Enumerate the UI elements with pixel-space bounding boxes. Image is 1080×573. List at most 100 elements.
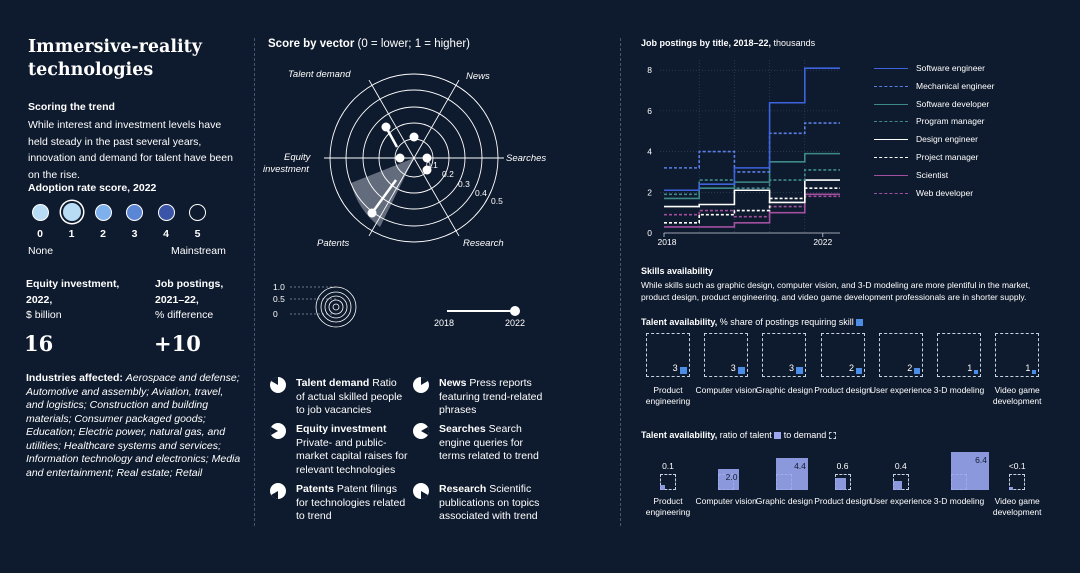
- adoption-dot: [189, 203, 206, 221]
- ratio-category-label: Graphic design: [755, 496, 813, 506]
- job-series-line: [664, 152, 840, 200]
- ratio-category-label: Product design: [814, 496, 871, 506]
- job-chart-title-rest: thousands: [771, 38, 816, 48]
- radar-ring-label: 0.2: [442, 169, 454, 179]
- vector-description: Talent demand Ratio of actual skilled pe…: [296, 377, 408, 418]
- ratio-demand-box: [660, 474, 676, 490]
- share-category-label: User experience: [869, 385, 932, 395]
- adoption-dot: [31, 203, 49, 221]
- job-legend-swatch: [874, 121, 908, 123]
- job-legend-swatch: [874, 139, 908, 141]
- share-value: 3: [730, 363, 736, 373]
- adoption-high-label: Mainstream: [171, 245, 226, 257]
- adoption-score-label: 1: [68, 228, 75, 240]
- year-slider-track[interactable]: [447, 310, 515, 312]
- equity-label: Equity investment, 2022,: [26, 278, 120, 306]
- vector-desc: Press reports featuring trend-related ph…: [439, 377, 543, 416]
- job-legend-label: Software developer: [916, 98, 990, 109]
- radar-axis-patents: Patents: [317, 238, 349, 249]
- ratio-title-rest1: ratio of talent: [717, 430, 772, 440]
- adoption-dot: [94, 203, 112, 221]
- scale-tick: 0.5: [273, 294, 285, 304]
- adoption-low-label: None: [28, 245, 54, 257]
- scale-tick: 0: [273, 309, 278, 319]
- ratio-talent-box: [892, 480, 903, 490]
- job-series-line: [664, 187, 840, 224]
- share-box: 3: [762, 333, 807, 377]
- share-value: 1: [1025, 363, 1031, 373]
- vector-pie-icon: [270, 377, 286, 393]
- share-category-label: Graphic design: [755, 385, 813, 395]
- share-box: 2: [878, 333, 923, 377]
- job-legend-label: Design engineer: [916, 134, 978, 145]
- share-value: 3: [788, 363, 794, 373]
- job-x-tick: 2022: [813, 237, 832, 247]
- ratio-category-label: User experience: [869, 496, 932, 506]
- page-title: Immersive-reality technologies: [28, 37, 202, 80]
- skills-body: While skills such as graphic design, com…: [641, 280, 1031, 302]
- skills-heading: Skills availability: [641, 266, 714, 276]
- radar-vector-point: [422, 165, 432, 175]
- share-bar: [796, 366, 804, 374]
- vector-pie-icon: [413, 423, 429, 439]
- vector-desc: Scientific publications on topics associ…: [439, 483, 540, 522]
- job-legend-label: Program manager: [916, 116, 985, 127]
- share-title: Talent availability, % share of postings…: [641, 317, 864, 327]
- ratio-value: 4.4: [794, 461, 806, 472]
- adoption-dot: [126, 203, 143, 221]
- vector-desc: Patent filings for technologies related …: [296, 483, 406, 522]
- radar-axis-searches: Searches: [506, 153, 546, 164]
- radar-ring-label: 0.1: [426, 160, 438, 170]
- ratio-talent-box: [776, 458, 808, 490]
- ratio-value: 2.0: [725, 471, 738, 482]
- vector-name: Talent demand: [296, 377, 370, 389]
- ratio-category-label: 3-D modeling: [933, 496, 985, 506]
- radar-vector-point: [381, 122, 391, 132]
- share-bar: [856, 368, 862, 374]
- job-legend-label: Project manager: [916, 152, 979, 162]
- vector-description: Patents Patent filings for technologies …: [296, 483, 408, 524]
- ratio-value: 0.1: [662, 461, 674, 471]
- share-value: 2: [907, 363, 913, 373]
- adoption-score-label: 2: [100, 228, 106, 240]
- divider-left: [254, 38, 255, 526]
- share-value: 2: [848, 363, 854, 373]
- vector-name: Patents: [296, 483, 334, 495]
- share-box: 1: [937, 333, 981, 377]
- share-box: 3: [704, 333, 749, 377]
- ratio-value: 6.4: [975, 455, 987, 465]
- ratio-value: 0.6: [836, 461, 849, 471]
- year-slider-handle[interactable]: [510, 306, 520, 316]
- industries-list: Aerospace and defense; Automotive and as…: [26, 372, 241, 479]
- jobs-unit: % difference: [155, 309, 214, 321]
- scale-tick: 1.0: [273, 282, 285, 292]
- vector-pie-icon: [413, 483, 429, 499]
- job-legend-label: Software engineer: [916, 63, 985, 73]
- share-bar: [679, 366, 687, 374]
- job-postings-chart: 0 2 4 6 8 2018 2022: [647, 60, 840, 247]
- vector-pie-icon: [270, 483, 286, 499]
- share-category-label: Product engineering: [645, 385, 691, 406]
- ratio-talent-box: [660, 485, 665, 490]
- radar-title-rest: (0 = lower; 1 = higher): [354, 38, 470, 50]
- adoption-heading: Adoption rate score, 2022: [28, 182, 157, 194]
- job-series-line: [664, 179, 840, 208]
- job-chart-title: Job postings by title, 2018–22, thousand…: [641, 38, 815, 48]
- ratio-value: 0.4: [894, 461, 907, 471]
- job-legend-swatch: [874, 103, 908, 105]
- vector-pie-icon: [270, 423, 286, 439]
- vector-name: Research: [439, 483, 487, 495]
- radar-vector-point: [422, 153, 432, 163]
- job-y-tick: 0: [647, 228, 652, 238]
- adoption-scale: 0 1 2 3 4 5: [28, 201, 228, 261]
- share-title-bold: Talent availability,: [641, 317, 718, 327]
- adoption-score-label: 5: [194, 228, 201, 240]
- vector-description: News Press reports featuring trend-relat…: [439, 377, 549, 418]
- ratio-talent-box: [834, 478, 847, 490]
- scoring-body: While interest and investment levels hav…: [28, 119, 233, 181]
- equity-value: 16: [24, 331, 54, 356]
- vector-description: Research Scientific publications on topi…: [439, 483, 549, 524]
- vector-name: News: [439, 377, 467, 389]
- adoption-score-label: 4: [163, 228, 169, 240]
- job-legend-swatch: [874, 85, 908, 87]
